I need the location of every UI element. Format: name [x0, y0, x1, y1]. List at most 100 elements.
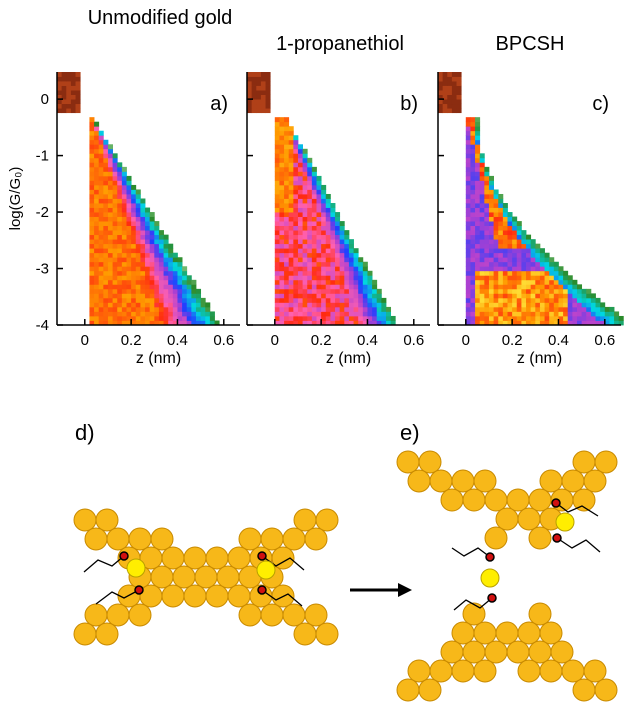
heatmap-cell [126, 248, 132, 254]
heatmap-cell [609, 306, 615, 312]
heatmap-cell [75, 81, 81, 86]
heatmap-cell [567, 284, 573, 290]
heatmap-cell [493, 252, 499, 258]
heatmap-cell [484, 221, 490, 227]
heatmap-cell [526, 243, 532, 249]
heatmap-cell [535, 315, 541, 321]
heatmap-cell [344, 239, 350, 245]
heatmap-cell [325, 279, 331, 285]
heatmap-cell [297, 243, 303, 249]
heatmap-cell [107, 315, 113, 321]
heatmap-cell [376, 320, 382, 326]
heatmap-cell [530, 306, 536, 312]
anchor-atom [485, 552, 495, 562]
heatmap-cell [293, 193, 299, 199]
heatmap-cell [502, 266, 508, 272]
heatmap-cell [135, 288, 141, 294]
heatmap-cell [247, 90, 253, 95]
heatmap-cell [154, 239, 160, 245]
heatmap-cell [279, 162, 285, 168]
heatmap-cell [530, 284, 536, 290]
heatmap-cell [488, 288, 494, 294]
heatmap-cell [521, 266, 527, 272]
heatmap-cell [512, 230, 518, 236]
heatmap-cell [274, 207, 280, 213]
heatmap-cell [348, 302, 354, 308]
heatmap-cell [526, 239, 532, 245]
heatmap-cell [498, 221, 504, 227]
heatmap-cell [121, 221, 127, 227]
anchor-atom [119, 551, 129, 561]
heatmap-cell [89, 212, 95, 217]
heatmap-cell [484, 207, 490, 213]
heatmap-cell [149, 234, 155, 240]
heatmap-cell [103, 315, 109, 321]
heatmap-cell [307, 311, 313, 317]
heatmap-cell [311, 230, 317, 236]
heatmap-cell [140, 234, 146, 240]
heatmap-cell [358, 297, 364, 303]
heatmap-cell [126, 279, 132, 285]
heatmap-cell [316, 216, 322, 222]
heatmap-cell [288, 171, 294, 177]
heatmap-cell [381, 306, 387, 312]
heatmap-cell [526, 306, 532, 312]
heatmap-cell [131, 270, 137, 276]
heatmap-cell [479, 180, 485, 186]
heatmap-cell [163, 306, 169, 312]
heatmap-cell [465, 311, 471, 317]
heatmap-cell [502, 257, 508, 263]
heatmap-cell [288, 175, 294, 181]
heatmap-cell [297, 266, 303, 272]
heatmap-cell [507, 252, 513, 258]
heatmap-cell [311, 198, 317, 204]
heatmap-cell [498, 193, 504, 199]
heatmap-cell [539, 248, 545, 254]
heatmap-cell [191, 320, 197, 326]
heatmap-cell [149, 212, 155, 217]
heatmap-cell [325, 193, 331, 199]
heatmap-cell [475, 266, 481, 272]
heatmap-cell [572, 288, 578, 294]
heatmap-cell [493, 221, 499, 227]
heatmap-cell [316, 212, 322, 217]
heatmap-cell [381, 320, 387, 326]
heatmap-cell [465, 270, 471, 276]
heatmap-cell [103, 157, 109, 163]
heatmap-cell [260, 90, 266, 95]
heatmap-cell [516, 239, 522, 245]
heatmap-cell [493, 234, 499, 240]
heatmap-cell [158, 302, 164, 308]
heatmap-cell [325, 230, 331, 236]
heatmap-cell [311, 297, 317, 303]
heatmap-cell [140, 288, 146, 294]
heatmap-cell [168, 320, 174, 326]
heatmap-cell [465, 248, 471, 254]
heatmap-cell [535, 261, 541, 267]
heatmap-cell [465, 126, 471, 132]
heatmap-cell [335, 212, 341, 217]
heatmap-cell [488, 175, 494, 181]
heatmap-cell [75, 76, 81, 82]
heatmap-cell [131, 275, 137, 281]
heatmap-cell [539, 252, 545, 258]
heatmap-cell [563, 311, 569, 317]
heatmap-cell [302, 234, 308, 240]
heatmap-cell [475, 225, 481, 231]
heatmap-cell [140, 302, 146, 308]
heatmap-cell [107, 203, 113, 208]
heatmap-cell [321, 297, 327, 303]
heatmap-cell [112, 266, 118, 272]
heatmap-cell [117, 212, 123, 217]
heatmap-cell [475, 234, 481, 240]
heatmap-cell [265, 90, 271, 95]
heatmap-cell [279, 180, 285, 186]
heatmap-cell [107, 189, 113, 195]
heatmap-cell [344, 270, 350, 276]
heatmap-cell [117, 189, 123, 195]
heatmap-cell [256, 85, 262, 91]
heatmap-cell [168, 315, 174, 321]
heatmap-cell [502, 270, 508, 276]
heatmap-cell [163, 320, 169, 326]
heatmap-cell [558, 297, 564, 303]
